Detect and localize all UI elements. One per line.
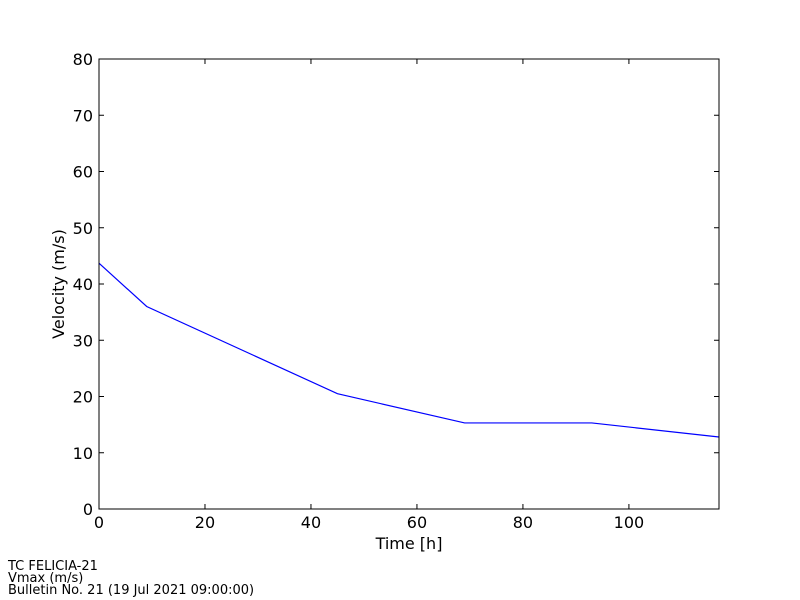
x-tick-label: 60 <box>407 513 427 532</box>
y-tick-label: 30 <box>73 331 93 350</box>
x-tick-label: 100 <box>614 513 645 532</box>
data-line <box>98 262 720 438</box>
y-axis-label: Velocity (m/s) <box>49 229 68 339</box>
x-tick-label: 0 <box>94 513 104 532</box>
y-tick-label: 20 <box>73 388 93 407</box>
y-tick-label: 0 <box>83 500 93 519</box>
x-tick-label: 40 <box>301 513 321 532</box>
y-tick-label: 40 <box>73 275 93 294</box>
y-tick-label: 80 <box>73 50 93 69</box>
x-tick-label: 20 <box>195 513 215 532</box>
x-axis-label: Time [h] <box>375 534 443 553</box>
x-tick-label: 80 <box>513 513 533 532</box>
footer-note: Bulletin No. 21 (19 Jul 2021 09:00:00) <box>8 583 254 598</box>
y-tick-label: 50 <box>73 219 93 238</box>
y-tick-label: 70 <box>73 106 93 125</box>
y-tick-label: 60 <box>73 163 93 182</box>
footer-note: Vmax (m/s) <box>8 571 83 586</box>
plot-frame <box>98 58 720 510</box>
y-tick-label: 10 <box>73 444 93 463</box>
footer-note: TC FELICIA-21 <box>7 559 98 574</box>
